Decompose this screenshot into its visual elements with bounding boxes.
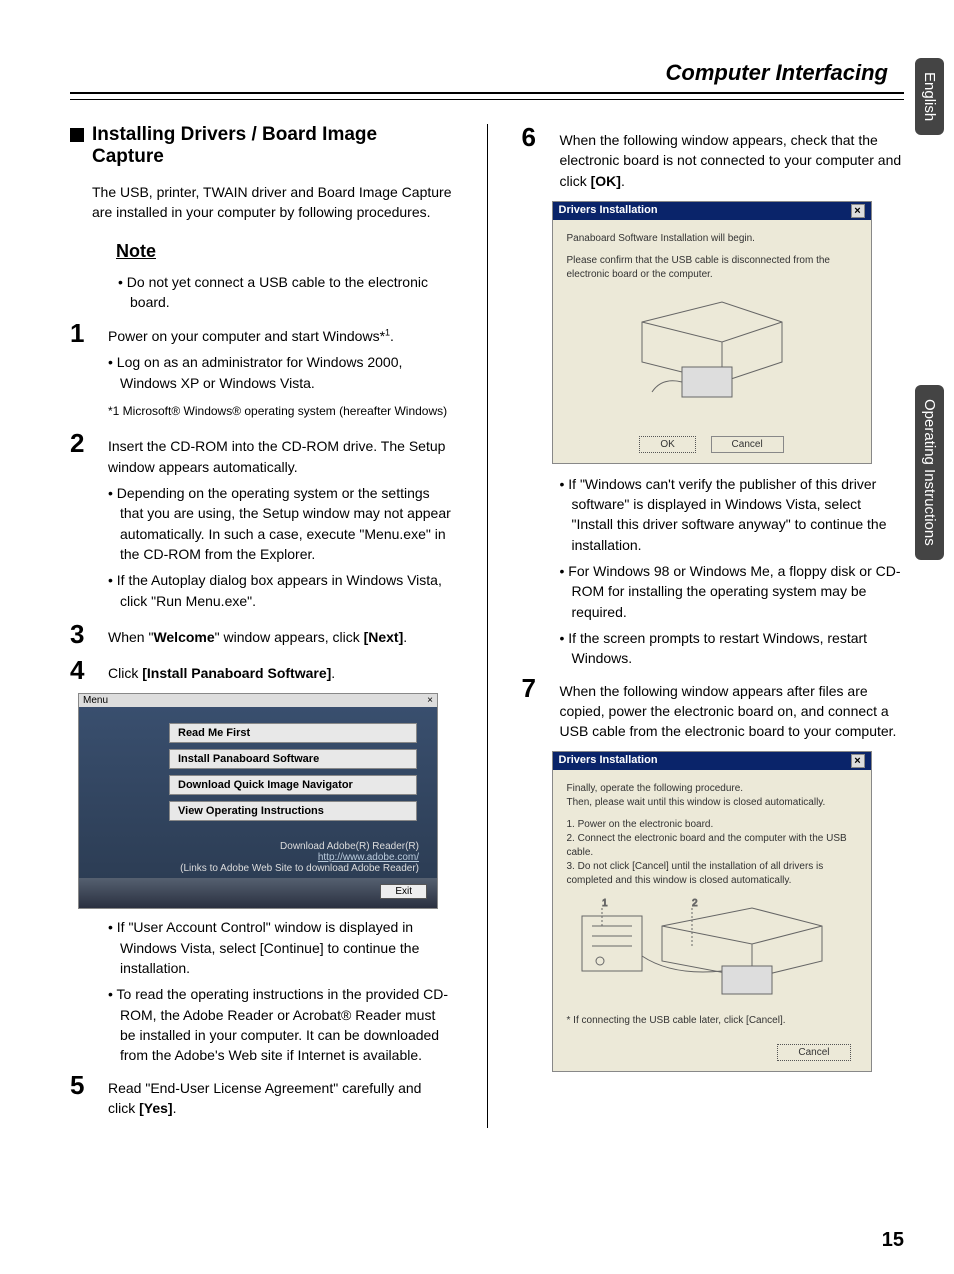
side-tab-language: English	[915, 58, 944, 135]
dialog-line: Then, please wait until this window is c…	[567, 796, 857, 810]
step6-after-bullet: • If the screen prompts to restart Windo…	[572, 628, 905, 669]
step-text: Click	[108, 665, 142, 681]
step-text: Insert the CD-ROM into the CD-ROM drive.…	[108, 438, 445, 474]
menu-screenshot: Menu × Read Me First Install Panaboard S…	[78, 693, 438, 909]
page-number: 15	[882, 1229, 904, 1252]
cancel-button[interactable]: Cancel	[777, 1044, 850, 1061]
step-text: " window appears, click	[215, 629, 364, 645]
step-number: 7	[522, 675, 546, 742]
step-number: 1	[70, 320, 94, 420]
step-7: 7 When the following window appears afte…	[522, 675, 905, 742]
note-heading: Note	[116, 241, 453, 262]
drivers-install-dialog-1: Drivers Installation × Panaboard Softwar…	[552, 201, 872, 464]
step-number: 2	[70, 430, 94, 610]
ok-button[interactable]: OK	[639, 436, 695, 453]
section-title-text: Installing Drivers / Board Image Capture	[92, 124, 453, 168]
step-sub: • Depending on the operating system or t…	[120, 483, 453, 564]
dialog-line: Panaboard Software Installation will beg…	[567, 232, 857, 246]
step-footnote: *1 Microsoft® Windows® operating system …	[120, 403, 453, 420]
step-1: 1 Power on your computer and start Windo…	[70, 320, 453, 420]
square-bullet-icon	[70, 128, 84, 142]
column-divider	[487, 124, 488, 1128]
step-text: .	[331, 665, 335, 681]
side-tab-section: Operating Instructions	[915, 385, 944, 560]
step-5: 5 Read "End-User License Agreement" care…	[70, 1072, 453, 1119]
step-sub: • Log on as an administrator for Windows…	[120, 352, 453, 393]
dialog-line: 1. Power on the electronic board.	[567, 818, 857, 832]
cancel-button[interactable]: Cancel	[711, 436, 784, 453]
menu-btn-readme[interactable]: Read Me First	[169, 723, 417, 743]
close-icon[interactable]: ×	[427, 695, 433, 706]
close-icon[interactable]: ×	[851, 204, 865, 218]
step-bold: [Next]	[364, 629, 404, 645]
step-text: When the following window appears after …	[560, 683, 897, 740]
step-bold: [Install Panaboard Software]	[142, 665, 331, 681]
dialog-line: Finally, operate the following procedure…	[567, 782, 857, 796]
dialog-foot: * If connecting the USB cable later, cli…	[567, 1014, 857, 1028]
step-6: 6 When the following window appears, che…	[522, 124, 905, 191]
menu-title: Menu	[83, 695, 108, 706]
menu-btn-download-qin[interactable]: Download Quick Image Navigator	[169, 775, 417, 795]
menu-exit-button[interactable]: Exit	[380, 884, 427, 899]
dialog-line: 2. Connect the electronic board and the …	[567, 832, 857, 860]
svg-text:1: 1	[602, 898, 608, 909]
step-bold: [Yes]	[139, 1100, 172, 1116]
step-text: .	[403, 629, 407, 645]
step-4: 4 Click [Install Panaboard Software].	[70, 657, 453, 683]
svg-text:2: 2	[692, 898, 698, 909]
left-column: Installing Drivers / Board Image Capture…	[70, 124, 453, 1128]
step-number: 4	[70, 657, 94, 683]
step-2: 2 Insert the CD-ROM into the CD-ROM driv…	[70, 430, 453, 610]
note-bullet: • Do not yet connect a USB cable to the …	[130, 272, 453, 313]
step6-after-bullet: • For Windows 98 or Windows Me, a floppy…	[572, 561, 905, 622]
menu-adobe-note: (Links to Adobe Web Site to download Ado…	[79, 863, 419, 874]
step-text: .	[621, 173, 625, 189]
menu-btn-install[interactable]: Install Panaboard Software	[169, 749, 417, 769]
section-intro: The USB, printer, TWAIN driver and Board…	[92, 182, 453, 223]
step4-after-bullet: • To read the operating instructions in …	[120, 984, 453, 1065]
step-number: 3	[70, 621, 94, 647]
drivers-install-dialog-2: Drivers Installation × Finally, operate …	[552, 751, 872, 1072]
step-text: .	[390, 328, 394, 344]
right-column: 6 When the following window appears, che…	[522, 124, 905, 1128]
close-icon[interactable]: ×	[851, 754, 865, 768]
step-number: 5	[70, 1072, 94, 1119]
dialog-illustration: 1 2	[572, 896, 852, 1006]
header-rule	[70, 98, 904, 100]
menu-titlebar: Menu ×	[79, 694, 437, 707]
dialog-title: Drivers Installation	[559, 204, 658, 218]
menu-btn-view-instructions[interactable]: View Operating Instructions	[169, 801, 417, 821]
step6-after-bullet: • If "Windows can't verify the publisher…	[572, 474, 905, 555]
step-sub: • If the Autoplay dialog box appears in …	[120, 570, 453, 611]
dialog-line: 3. Do not click [Cancel] until the insta…	[567, 860, 857, 888]
menu-adobe-link[interactable]: http://www.adobe.com/	[79, 852, 419, 863]
step-bold: [OK]	[591, 173, 621, 189]
section-title: Installing Drivers / Board Image Capture	[70, 124, 453, 168]
step-number: 6	[522, 124, 546, 191]
step4-after-bullet: • If "User Account Control" window is di…	[120, 917, 453, 978]
page-header-title: Computer Interfacing	[666, 60, 904, 86]
dialog-title: Drivers Installation	[559, 754, 658, 768]
step-text: When "	[108, 629, 153, 645]
dialog-line: Please confirm that the USB cable is dis…	[567, 254, 857, 282]
step-text: Power on your computer and start Windows…	[108, 328, 385, 344]
step-3: 3 When "Welcome" window appears, click […	[70, 621, 453, 647]
step-bold: Welcome	[153, 629, 214, 645]
menu-adobe-label: Download Adobe(R) Reader(R)	[79, 841, 419, 852]
step-text: .	[173, 1100, 177, 1116]
dialog-illustration	[622, 292, 802, 412]
